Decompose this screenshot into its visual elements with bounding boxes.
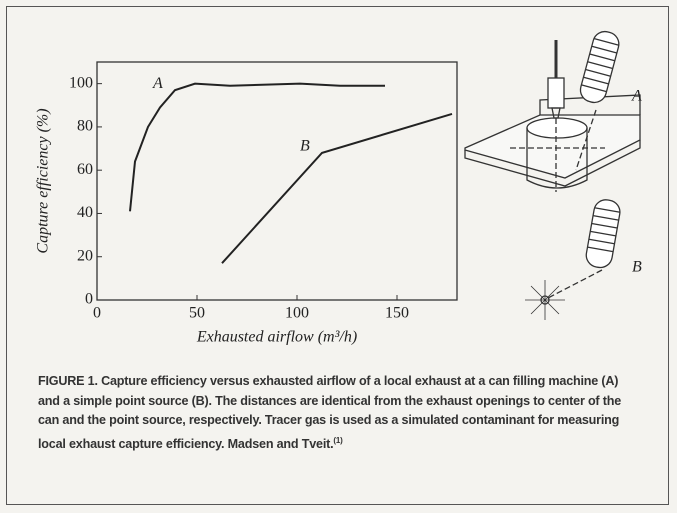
caption-label: FIGURE 1. xyxy=(38,374,98,388)
caption-ref: (1) xyxy=(333,436,342,445)
series-label: A xyxy=(152,75,163,92)
x-tick-label: 100 xyxy=(285,305,309,322)
series-line xyxy=(222,114,452,263)
y-tick-label: 40 xyxy=(77,204,93,221)
y-tick-label: 0 xyxy=(85,291,93,308)
x-axis-label: Exhausted airflow (m³/h) xyxy=(196,329,357,346)
x-tick-label: 0 xyxy=(93,305,101,322)
y-tick-label: 60 xyxy=(77,161,93,178)
x-tick-label: 150 xyxy=(385,305,409,322)
caption: FIGURE 1. Capture efficiency versus exha… xyxy=(38,372,638,454)
caption-text: Capture efficiency versus exhausted airf… xyxy=(38,374,621,451)
illustration-label: B xyxy=(632,259,642,276)
y-tick-label: 100 xyxy=(69,74,93,91)
series-label: B xyxy=(300,138,310,155)
illustration xyxy=(465,29,640,320)
illustration-label: A xyxy=(631,88,642,105)
series-line xyxy=(130,84,385,212)
y-tick-label: 80 xyxy=(77,118,93,135)
y-axis-label: Capture efficiency (%) xyxy=(35,108,52,253)
plot-frame xyxy=(97,62,457,300)
y-tick-label: 20 xyxy=(77,247,93,264)
x-tick-label: 50 xyxy=(189,305,205,322)
